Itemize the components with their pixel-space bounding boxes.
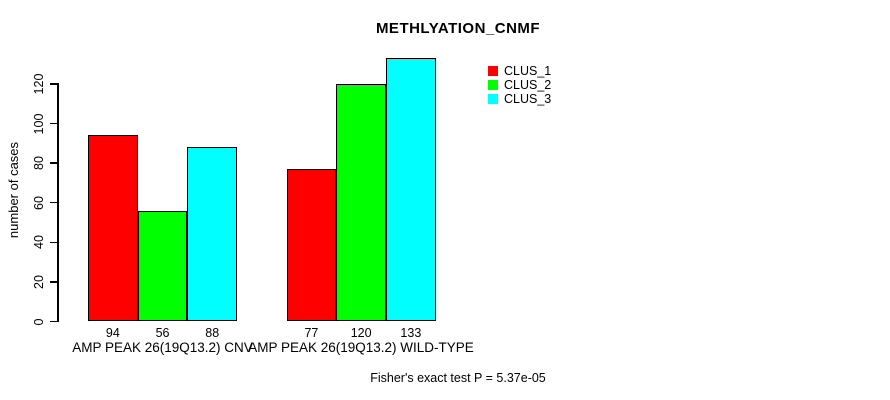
bar-value-label: 133 [400, 326, 422, 340]
y-tick-mark [50, 162, 57, 164]
y-tick-label: 120 [31, 73, 46, 95]
y-tick-label: 80 [31, 156, 46, 171]
y-tick-mark [50, 122, 57, 125]
y-tick-mark [50, 320, 57, 323]
legend-label: CLUS_3 [504, 92, 552, 106]
y-tick-label: 40 [31, 235, 46, 250]
y-tick-mark [50, 281, 57, 283]
bar-value-label: 94 [105, 326, 120, 340]
bar-clus_1-group2 [286, 169, 337, 322]
bar-value-label: 56 [155, 326, 170, 340]
bar-value-label: 77 [304, 326, 319, 340]
legend-swatch-icon [488, 66, 498, 76]
legend-item-clus_1: CLUS_1 [488, 64, 551, 78]
legend-swatch-icon [488, 80, 498, 90]
y-tick-label: 60 [31, 195, 46, 210]
bar-clus_2-group2 [336, 83, 386, 322]
bar-clus_3-group2 [386, 58, 436, 322]
legend-swatch-icon [488, 94, 498, 104]
category-label-wild-type: AMP PEAK 26(19Q13.2) WILD-TYPE [248, 340, 474, 355]
y-tick-mark [50, 83, 57, 85]
legend-label: CLUS_1 [504, 64, 552, 78]
bar-value-label: 120 [350, 326, 372, 340]
bar-clus_3-group1 [187, 147, 238, 322]
fisher-test-annotation: Fisher's exact test P = 5.37e-05 [370, 371, 546, 385]
legend-item-clus_3: CLUS_3 [488, 92, 551, 106]
chart-title: METHLYATION_CNMF [375, 20, 541, 37]
bar-value-label: 88 [205, 326, 220, 340]
legend-label: CLUS_2 [504, 78, 552, 92]
bar-clus_1-group1 [88, 135, 138, 322]
bar-clus_2-group1 [137, 210, 188, 322]
chart-legend: CLUS_1 CLUS_2 CLUS_3 [488, 64, 551, 106]
category-label-cnv: AMP PEAK 26(19Q13.2) CNV [72, 340, 253, 355]
y-tick-label: 100 [31, 113, 46, 134]
y-axis-line [57, 83, 59, 323]
legend-item-clus_2: CLUS_2 [488, 78, 551, 92]
y-tick-label: 20 [31, 274, 46, 289]
y-tick-label: 0 [31, 318, 46, 325]
y-tick-mark [50, 241, 57, 244]
y-tick-mark [50, 201, 57, 204]
y-axis-title: number of cases [6, 141, 21, 239]
